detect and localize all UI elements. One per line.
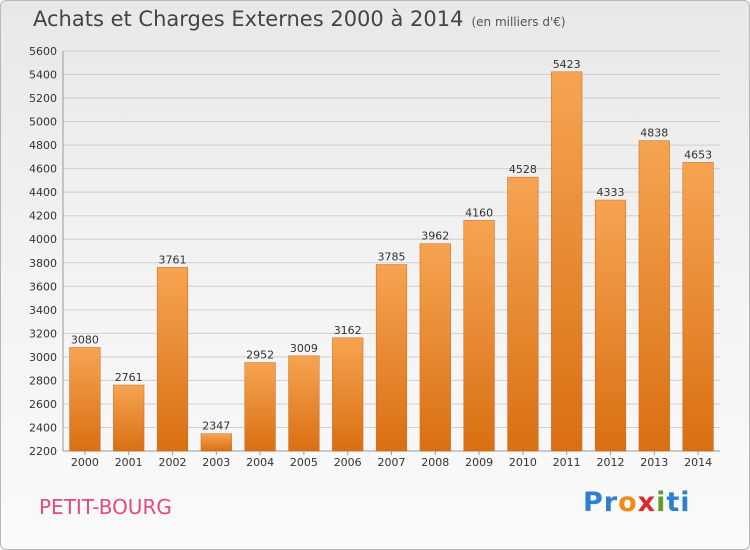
y-tick-label: 3200 [29,327,57,340]
bar [332,337,364,452]
y-tick-label: 3400 [29,304,57,317]
bar-value-label: 3785 [378,251,406,264]
y-tick-label: 2200 [29,445,57,458]
x-tick-label: 2006 [334,456,362,469]
bar-value-label: 3162 [334,324,362,337]
x-tick-label: 2004 [246,456,274,469]
x-tick-label: 2001 [115,456,143,469]
bar [638,140,670,452]
bar [200,433,232,452]
bar-value-label: 2347 [202,420,230,433]
bar [156,267,189,452]
x-tick-label: 2011 [553,456,581,469]
chart-title: Achats et Charges Externes 2000 à 2014 (e… [33,7,566,31]
x-tick-label: 2009 [465,456,493,469]
x-tick-label: 2010 [509,456,537,469]
bar-value-label: 4653 [684,148,712,161]
x-tick-label: 2000 [71,456,99,469]
y-tick-label: 4800 [29,139,57,152]
y-tick-label: 3000 [29,351,57,364]
bar [551,71,583,452]
y-tick-label: 4600 [29,163,57,176]
bar-value-label: 2952 [246,349,274,362]
y-tick-label: 4200 [29,210,57,223]
bar-value-label: 4160 [465,206,493,219]
bar-value-label: 3761 [159,253,187,266]
bar [375,264,408,452]
x-tick-label: 2013 [640,456,668,469]
bar [419,243,451,452]
y-tick-label: 2600 [29,398,57,411]
x-tick-label: 2014 [684,456,712,469]
x-tick-label: 2007 [378,456,406,469]
place-name: PETIT-BOURG [39,495,172,519]
bar [113,384,145,452]
x-tick-label: 2005 [290,456,318,469]
x-tick-label: 2008 [421,456,449,469]
y-tick-label: 2800 [29,374,57,387]
bar-value-label: 5423 [553,58,581,71]
bar-value-label: 3080 [71,333,99,346]
bar [244,362,276,452]
bar [682,162,714,452]
proxiti-logo: Proxiti [583,487,691,518]
bar [463,220,495,452]
bar [507,176,539,452]
x-tick-label: 2012 [597,456,625,469]
bar [288,355,320,452]
y-tick-label: 3800 [29,257,57,270]
bar [69,347,101,452]
bar-value-label: 4838 [640,127,668,140]
x-tick-label: 2003 [202,456,230,469]
y-tick-label: 2400 [29,421,57,434]
y-tick-label: 5000 [29,116,57,129]
bar-value-label: 2761 [115,371,143,384]
y-tick-label: 5200 [29,92,57,105]
y-tick-label: 3600 [29,280,57,293]
y-tick-label: 4000 [29,233,57,246]
x-tick-label: 2002 [159,456,187,469]
y-tick-label: 5400 [29,69,57,82]
y-tick-label: 5600 [29,45,57,58]
bar-value-label: 3962 [421,230,449,243]
unit-label: (en milliers d'€) [471,15,566,29]
bar-value-label: 4333 [597,186,625,199]
bar-value-label: 3009 [290,342,318,355]
bar [594,199,627,452]
bar-value-label: 4528 [509,163,537,176]
y-tick-label: 4400 [29,186,57,199]
title-text: Achats et Charges Externes 2000 à 2014 [33,7,464,31]
